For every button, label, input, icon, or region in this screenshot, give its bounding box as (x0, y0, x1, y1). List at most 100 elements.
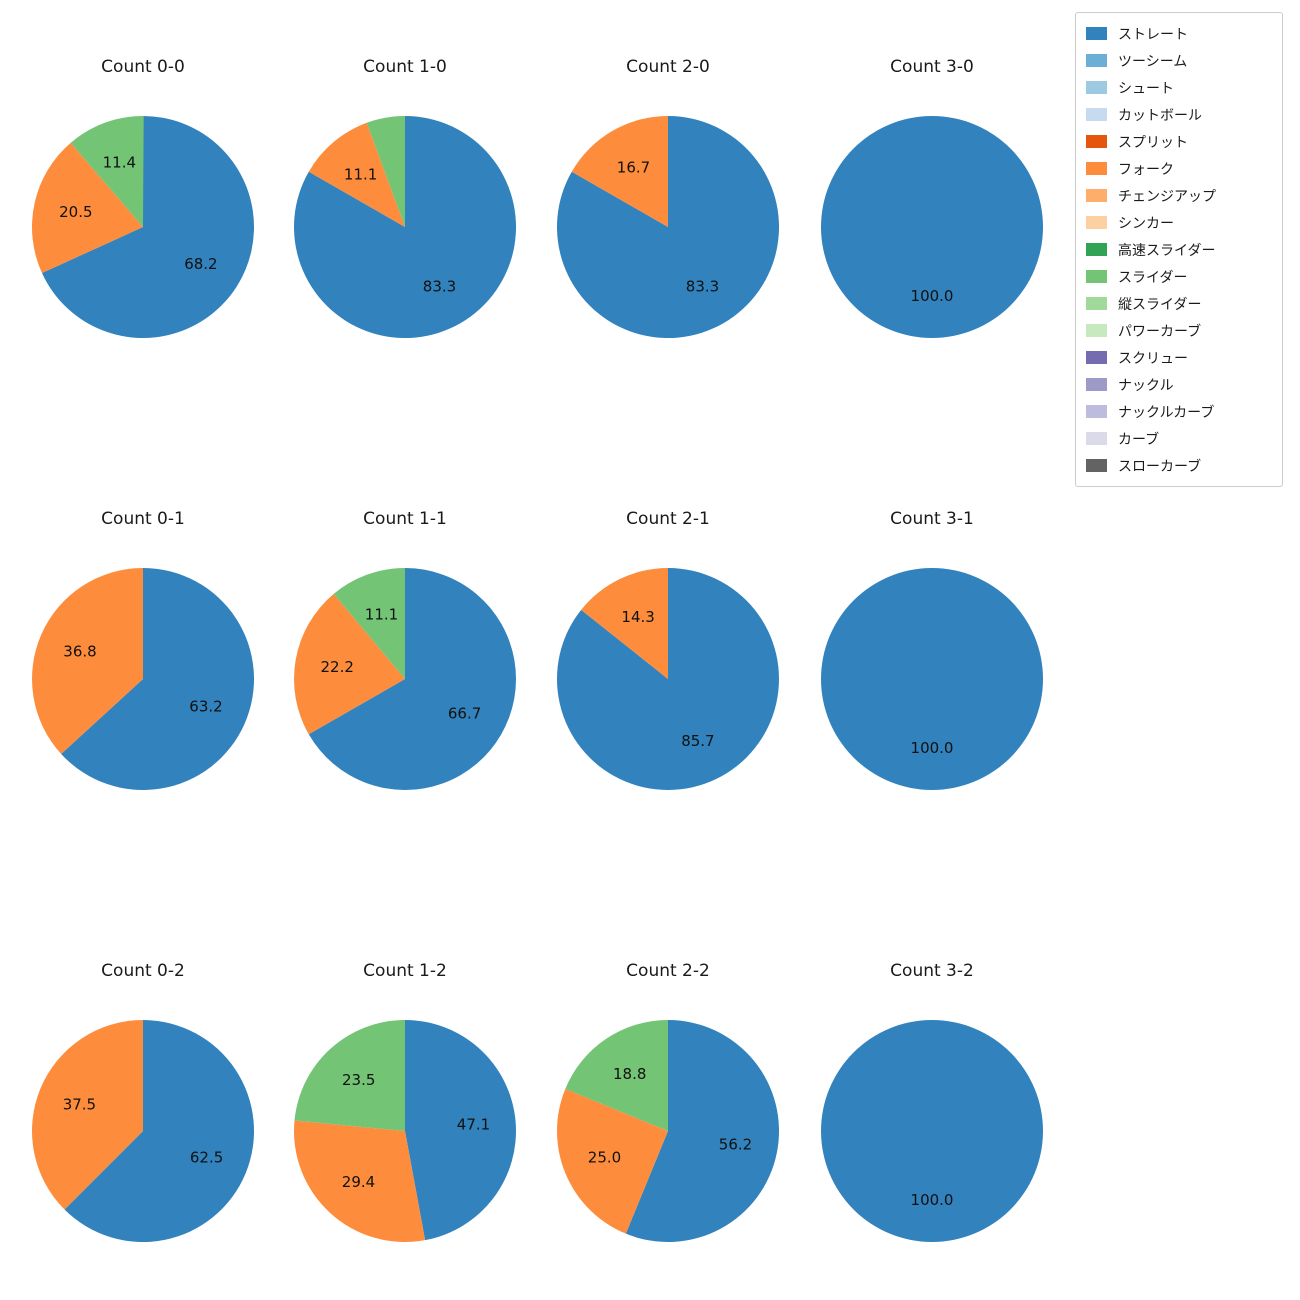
legend-item: ツーシーム (1086, 47, 1272, 74)
pie-slice (557, 1088, 668, 1234)
pie-slice (41, 116, 254, 338)
legend-label: チェンジアップ (1118, 188, 1216, 205)
legend-item: カットボール (1086, 101, 1272, 128)
pie-cell: Count 1-2 47.1 29.4 23.5 (285, 959, 525, 1243)
chart-title: Count 1-0 (363, 57, 447, 77)
legend-item: シンカー (1086, 209, 1272, 236)
pie-chart: 62.5 37.5 (31, 1020, 254, 1242)
legend-swatch (1086, 162, 1107, 175)
pie-value-label: 11.4 (103, 153, 136, 171)
legend-label: 縦スライダー (1118, 296, 1202, 313)
legend-item: チェンジアップ (1086, 182, 1272, 209)
pie-slice (308, 122, 405, 227)
legend-item: ストレート (1086, 20, 1272, 47)
legend-swatch (1086, 270, 1107, 283)
pie-value-label: 68.2 (184, 255, 217, 273)
legend-label: カットボール (1118, 107, 1202, 124)
pie-value-label: 37.5 (63, 1096, 96, 1114)
legend-swatch (1086, 378, 1107, 391)
pie-value-label: 62.5 (190, 1148, 223, 1166)
pie-chart: 63.2 36.8 (32, 568, 255, 790)
pie-slice (366, 116, 405, 227)
pie-value-label: 11.1 (344, 165, 377, 183)
legend-swatch (1086, 459, 1107, 472)
pie-value-label: 85.7 (681, 732, 714, 750)
pie-chart: 100.0 (821, 116, 1043, 338)
legend-swatch (1086, 405, 1107, 418)
legend-item: パワーカーブ (1086, 317, 1272, 344)
pie-value-label: 47.1 (457, 1116, 490, 1134)
pie-cell: Count 2-2 56.2 25.0 18.8 (548, 959, 788, 1243)
pie-slice (333, 568, 405, 679)
pie-slice (294, 1020, 405, 1131)
pie-value-label: 11.1 (365, 605, 398, 623)
legend-item: スライダー (1086, 263, 1272, 290)
legend-item: シュート (1086, 74, 1272, 101)
chart-title: Count 0-0 (101, 57, 185, 77)
chart-title: Count 0-1 (101, 509, 185, 529)
pie-cell: Count 3-0 100.0 (812, 55, 1052, 339)
legend-label: カーブ (1118, 431, 1160, 448)
legend-label: シュート (1118, 80, 1174, 97)
legend-label: シンカー (1118, 215, 1174, 232)
pie-value-label: 29.4 (342, 1173, 375, 1191)
chart-title: Count 2-2 (626, 961, 710, 981)
legend-label: ツーシーム (1118, 53, 1188, 70)
legend-label: スプリット (1118, 134, 1188, 151)
legend: ストレート ツーシーム シュート カットボール スプリット フォーク チェンジアップ シンカー… (1075, 12, 1283, 487)
pie-value-label: 83.3 (686, 278, 719, 296)
legend-swatch (1086, 135, 1107, 148)
legend-swatch (1086, 216, 1107, 229)
legend-swatch (1086, 54, 1107, 67)
pie-cell: Count 0-0 68.2 20.5 11.4 (23, 55, 263, 339)
pie-slice (293, 1120, 426, 1242)
chart-title: Count 2-0 (626, 57, 710, 77)
pie-cell: Count 2-1 85.7 14.3 (548, 507, 788, 791)
pie-slice (61, 568, 255, 790)
legend-item: ナックルカーブ (1086, 398, 1272, 425)
pie-cell: Count 1-1 66.7 22.2 11.1 (285, 507, 525, 791)
pie-slice (32, 142, 143, 273)
pie-value-label: 100.0 (911, 739, 954, 757)
pie-slice (571, 116, 668, 227)
pie-slice (64, 1020, 254, 1242)
legend-label: ナックルカーブ (1118, 404, 1215, 421)
pie-value-label: 56.2 (719, 1135, 752, 1153)
pie-value-label: 14.3 (621, 608, 654, 626)
pie-chart: 85.7 14.3 (556, 568, 779, 790)
chart-title: Count 3-0 (890, 57, 974, 77)
legend-item: スプリット (1086, 128, 1272, 155)
pie-chart: 47.1 29.4 23.5 (293, 1020, 516, 1242)
pie-slice (70, 115, 144, 227)
legend-item: カーブ (1086, 425, 1272, 452)
pie-value-label: 100.0 (911, 1191, 954, 1209)
legend-swatch (1086, 351, 1107, 364)
pie-slice (31, 1020, 143, 1210)
chart-title: Count 3-2 (890, 961, 974, 981)
pie-value-label: 36.8 (63, 642, 96, 660)
pie-value-label: 63.2 (189, 698, 222, 716)
pie-slice (625, 1020, 780, 1242)
legend-label: スローカーブ (1118, 458, 1202, 475)
legend-item: ナックル (1086, 371, 1272, 398)
pie-value-label: 18.8 (613, 1065, 646, 1083)
pie-chart: 68.2 20.5 11.4 (32, 115, 254, 338)
legend-swatch (1086, 243, 1107, 256)
chart-title: Count 2-1 (626, 509, 710, 529)
legend-swatch (1086, 108, 1107, 121)
pie-slice (32, 568, 143, 754)
legend-item: スクリュー (1086, 344, 1272, 371)
pie-chart: 83.3 11.1 (294, 116, 517, 338)
pie-value-label: 25.0 (588, 1149, 621, 1167)
legend-label: スライダー (1118, 269, 1188, 286)
pie-slice (556, 568, 779, 790)
legend-swatch (1086, 324, 1107, 337)
pie-cell: Count 0-2 62.5 37.5 (23, 959, 263, 1243)
legend-swatch (1086, 432, 1107, 445)
pie-cell: Count 1-0 83.3 11.1 (285, 55, 525, 339)
legend-swatch (1086, 189, 1107, 202)
pie-value-label: 100.0 (911, 287, 954, 305)
pie-chart: 100.0 (821, 1020, 1043, 1242)
pie-slice (294, 593, 405, 735)
